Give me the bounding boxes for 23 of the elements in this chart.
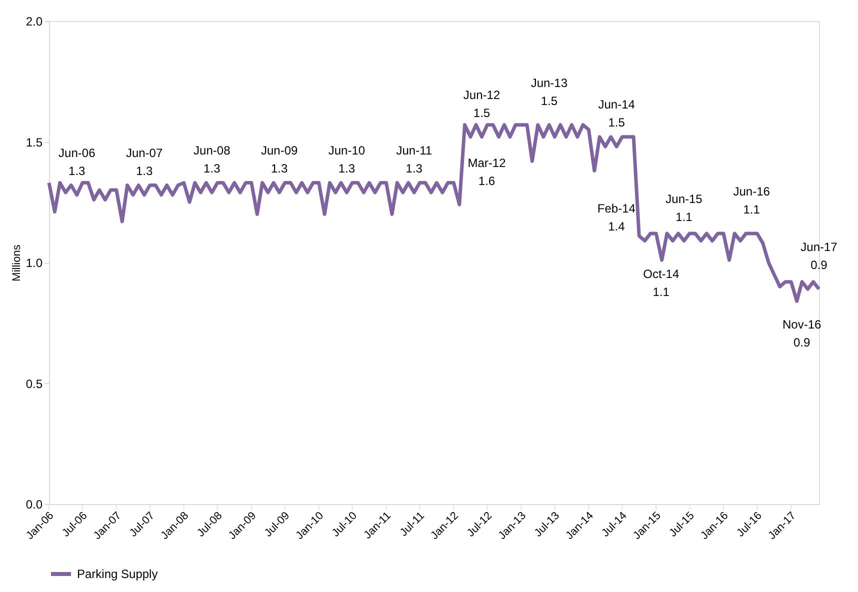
- y-tick-label: 1.0: [26, 256, 43, 270]
- annotation: Jun-13 1.5: [530, 76, 568, 108]
- annotation: Jun-12 1.5: [463, 88, 500, 120]
- annotation: Jun-06 1.3: [58, 146, 96, 178]
- annotation: Jun-11 1.3: [396, 143, 432, 176]
- y-axis-title: Millions: [10, 244, 23, 282]
- annotation: Nov-16 0.9: [782, 318, 822, 350]
- annotation: Jun-14 1.5: [598, 98, 636, 130]
- annotation: Mar-12 1.6: [468, 156, 506, 188]
- annotation: Oct-14 1.1: [643, 266, 680, 299]
- annotation: Jun-16 1.1: [733, 184, 770, 217]
- y-tick-label: 1.5: [26, 135, 43, 150]
- annotation: Feb-14 1.4: [597, 202, 636, 234]
- y-tick-label: 2.0: [26, 14, 43, 28]
- annotation: Jun-07 1.3: [126, 146, 163, 178]
- annotation: Jun-15 1.1: [666, 192, 703, 224]
- annotation: Jun-08 1.3: [194, 143, 231, 176]
- annotation: Jun-17 0.9: [800, 240, 838, 272]
- annotation: Jun-10 1.3: [328, 143, 366, 176]
- y-tick-label: 0.5: [26, 376, 43, 391]
- y-tick-label: 0.0: [26, 498, 43, 512]
- annotation: Jun-09 1.3: [260, 143, 298, 176]
- legend-label: Parking Supply: [77, 567, 158, 581]
